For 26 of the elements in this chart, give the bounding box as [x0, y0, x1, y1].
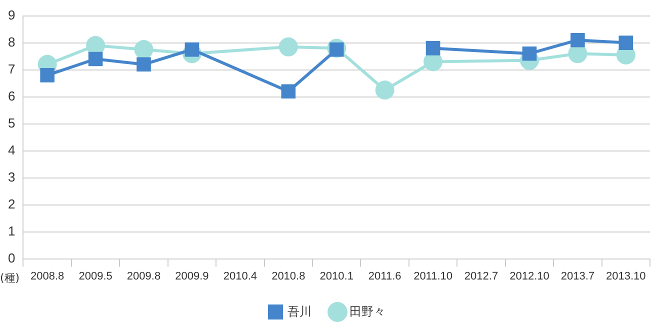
y-tick-label: 6	[8, 88, 16, 104]
y-tick-label: 5	[8, 115, 16, 130]
x-tick-label: 2009.9	[175, 270, 209, 282]
x-tick-label: 2011.6	[368, 270, 402, 282]
y-tick-label: 0	[8, 250, 16, 266]
y-tick-label: 7	[8, 61, 16, 76]
y-tick-label: 8	[8, 34, 16, 50]
x-tick-label: 2012.7	[464, 270, 498, 282]
x-tick-label: 2011.10	[414, 270, 453, 282]
x-tick-label: 2010.4	[223, 270, 258, 282]
x-tick-label: 2008.8	[30, 270, 64, 282]
y-tick-label: 2	[8, 196, 16, 212]
x-tick-label: 2010.8	[272, 270, 306, 282]
y-tick-label: 4	[8, 142, 16, 158]
legend-label: 吾川	[288, 304, 312, 318]
x-tick-label: 2013.10	[606, 270, 646, 282]
y-tick-label: 9	[8, 7, 16, 22]
y-tick-label: 3	[8, 169, 16, 184]
x-tick-label: 2009.5	[78, 270, 112, 282]
x-tick-label: 2012.10	[510, 270, 550, 282]
x-tick-label: 2010.1	[320, 270, 354, 282]
legend-label: 田野々	[350, 304, 386, 318]
y-axis-title: (種)	[0, 272, 20, 285]
x-tick-label: 2009.8	[126, 270, 161, 282]
y-tick-label: 1	[8, 223, 16, 238]
x-tick-label: 2013.7	[560, 270, 595, 282]
